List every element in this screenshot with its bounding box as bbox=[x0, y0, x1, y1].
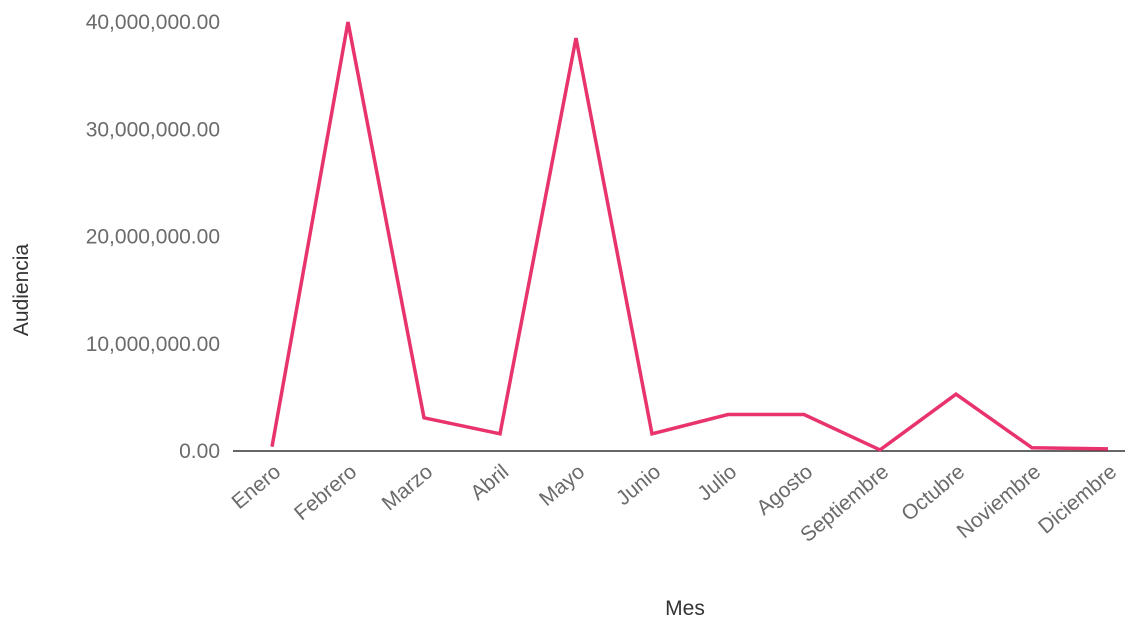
y-axis-ticks: 0.00 10,000,000.00 20,000,000.00 30,000,000… bbox=[86, 11, 220, 463]
y-tick-label: 20,000,000.00 bbox=[86, 226, 220, 249]
y-tick-label: 10,000,000.00 bbox=[86, 333, 220, 356]
x-tick-label: Junio bbox=[612, 460, 665, 510]
x-tick-label: Marzo bbox=[378, 460, 437, 515]
y-tick-label: 30,000,000.00 bbox=[86, 118, 220, 141]
x-tick-label: Enero bbox=[227, 460, 285, 514]
x-tick-label: Diciembre bbox=[1034, 460, 1121, 538]
x-tick-label: Octubre bbox=[897, 460, 969, 526]
x-tick-label: Abril bbox=[466, 460, 513, 505]
x-tick-label: Noviembre bbox=[953, 460, 1046, 543]
y-tick-label: 0.00 bbox=[179, 440, 220, 463]
y-axis-title: Audiencia bbox=[10, 244, 33, 337]
x-axis-ticks: Enero Febrero Marzo Abril Mayo Junio Julio Agos… bbox=[227, 460, 1121, 547]
x-tick-label: Mayo bbox=[535, 460, 589, 511]
x-tick-label: Julio bbox=[693, 460, 741, 505]
y-tick-label: 40,000,000.00 bbox=[86, 11, 220, 34]
x-tick-label: Agosto bbox=[752, 460, 817, 520]
x-axis-title: Mes bbox=[665, 597, 705, 620]
series-line bbox=[270, 21, 1109, 452]
x-tick-label: Febrero bbox=[290, 460, 361, 525]
